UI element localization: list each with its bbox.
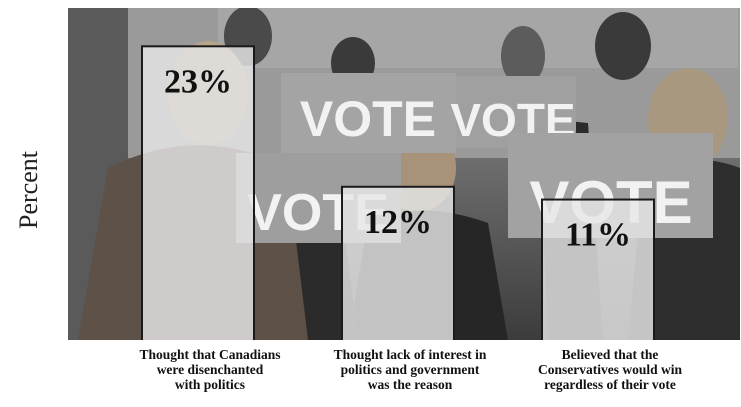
vote-sign-1: VOTE xyxy=(281,73,456,153)
x-tick-label-2: Thought lack of interest in politics and… xyxy=(333,347,487,392)
bar-value-label-2: 12% xyxy=(364,204,432,241)
bar-value-label-3: 11% xyxy=(565,217,631,254)
y-axis-label: Percent xyxy=(6,140,52,240)
chart-plot-area: VOTE VOTE VOTE VOTE 23%12%11% xyxy=(68,8,740,340)
bar-3 xyxy=(541,198,655,340)
x-tick-label-1: Thought that Canadians were disenchanted… xyxy=(139,347,281,392)
bar-2 xyxy=(341,185,455,340)
y-axis-label-text: Percent xyxy=(14,151,43,229)
x-tick-label-3: Believed that the Conservatives would wi… xyxy=(537,347,682,392)
vote-sign-text: VOTE xyxy=(300,91,436,147)
bar-chart: 23% 12% 11% xyxy=(141,45,655,340)
bar-value-label-1: 23% xyxy=(164,63,232,100)
bar-1 xyxy=(141,45,255,340)
